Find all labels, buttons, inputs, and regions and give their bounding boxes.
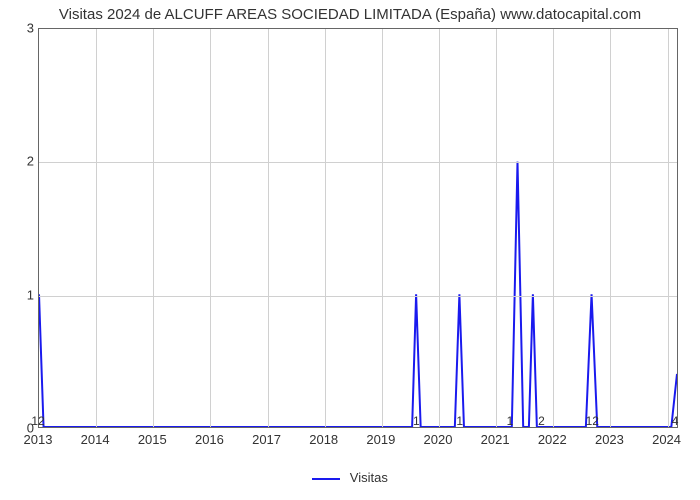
chart-title: Visitas 2024 de ALCUFF AREAS SOCIEDAD LI… — [0, 6, 700, 23]
xtick-label: 2016 — [195, 432, 224, 447]
legend-label: Visitas — [350, 470, 388, 485]
xtick-label: 2015 — [138, 432, 167, 447]
data-label: 12 — [586, 414, 599, 428]
xtick-label: 2017 — [252, 432, 281, 447]
vgrid — [610, 29, 611, 427]
vgrid — [382, 29, 383, 427]
plot-area — [38, 28, 678, 428]
vgrid — [210, 29, 211, 427]
vgrid — [96, 29, 97, 427]
ytick-label: 1 — [4, 287, 34, 302]
xtick-label: 2019 — [366, 432, 395, 447]
xtick-label: 2018 — [309, 432, 338, 447]
vgrid — [496, 29, 497, 427]
data-label: 2 — [538, 414, 545, 428]
ytick-label: 3 — [4, 21, 34, 36]
xtick-label: 2014 — [81, 432, 110, 447]
data-label: 1 — [456, 414, 463, 428]
visits-chart: Visitas 2024 de ALCUFF AREAS SOCIEDAD LI… — [0, 0, 700, 500]
xtick-label: 2022 — [538, 432, 567, 447]
ytick-label: 2 — [4, 154, 34, 169]
data-label: 4 — [672, 414, 679, 428]
data-label: 1 — [507, 414, 514, 428]
vgrid — [268, 29, 269, 427]
xtick-label: 2021 — [481, 432, 510, 447]
legend-swatch — [312, 478, 340, 480]
xtick-label: 2023 — [595, 432, 624, 447]
legend: Visitas — [0, 470, 700, 485]
vgrid — [153, 29, 154, 427]
xtick-label: 2024 — [652, 432, 681, 447]
vgrid — [668, 29, 669, 427]
data-label: 12 — [31, 414, 44, 428]
vgrid — [325, 29, 326, 427]
vgrid — [439, 29, 440, 427]
data-label: 1 — [413, 414, 420, 428]
xtick-label: 2020 — [424, 432, 453, 447]
vgrid — [553, 29, 554, 427]
xtick-label: 2013 — [24, 432, 53, 447]
hgrid — [39, 296, 677, 297]
line-path — [39, 29, 677, 427]
hgrid — [39, 162, 677, 163]
